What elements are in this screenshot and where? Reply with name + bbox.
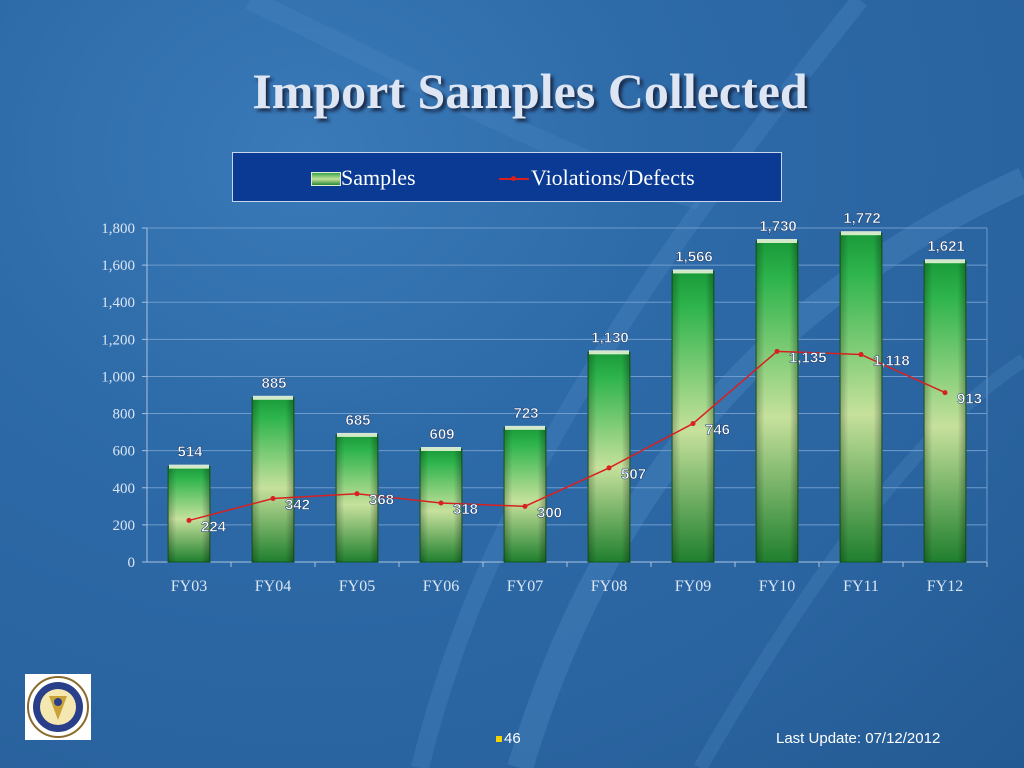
line-violations-point xyxy=(438,500,444,506)
x-tick-label: FY10 xyxy=(759,578,795,595)
bar-samples-cap xyxy=(337,432,377,437)
last-update-text: Last Update: 07/12/2012 xyxy=(776,730,941,747)
bar-value-label: 1,621 xyxy=(927,238,965,255)
legend-label-samples: Samples xyxy=(341,165,416,190)
line-violations-point xyxy=(858,352,864,358)
line-violations-point xyxy=(774,348,780,354)
bar-value-label: 1,772 xyxy=(843,210,881,227)
line-value-label: 368 xyxy=(369,492,394,509)
y-tick-label: 1,800 xyxy=(101,221,135,237)
bullet-icon xyxy=(496,736,502,743)
bar-value-label: 885 xyxy=(261,375,286,392)
bar-samples-cap xyxy=(673,269,713,274)
bar-value-label: 1,130 xyxy=(591,329,629,346)
chart-legend: Samples Violations/Defects xyxy=(232,152,782,202)
legend-swatch-violations xyxy=(499,176,529,181)
bar-samples-shade xyxy=(672,271,714,562)
x-tick-label: FY11 xyxy=(843,578,879,595)
line-violations-point xyxy=(354,491,360,497)
y-tick-label: 200 xyxy=(113,518,136,534)
line-value-label: 224 xyxy=(201,518,227,535)
x-tick-label: FY09 xyxy=(675,578,711,595)
x-tick-label: FY04 xyxy=(255,578,291,595)
y-tick-label: 400 xyxy=(113,481,136,497)
bar-samples-shade xyxy=(924,261,966,562)
x-tick-label: FY12 xyxy=(927,578,963,595)
x-tick-label: FY07 xyxy=(507,578,543,595)
slide-title: Import Samples Collected xyxy=(252,63,808,119)
line-value-label: 1,135 xyxy=(789,349,827,366)
cpsc-seal-logo xyxy=(25,674,91,740)
line-violations xyxy=(188,350,946,522)
line-violations-point xyxy=(522,503,528,509)
x-tick-label: FY05 xyxy=(339,578,375,595)
line-value-label: 342 xyxy=(285,497,310,514)
line-violations-point xyxy=(606,465,612,471)
slide-number: 46 xyxy=(496,730,521,747)
bar-value-label: 609 xyxy=(429,426,454,443)
line-value-label: 300 xyxy=(537,504,562,521)
bar-samples-cap xyxy=(505,425,545,430)
bar-samples-shade xyxy=(420,448,462,562)
line-violations-point xyxy=(186,517,192,523)
bar-samples-cap xyxy=(589,350,629,355)
x-tick-label: FY06 xyxy=(423,578,459,595)
line-violations-point xyxy=(942,390,948,396)
line-layer xyxy=(186,348,948,523)
bar-value-label: 723 xyxy=(513,405,538,422)
bar-samples-shade xyxy=(756,240,798,562)
line-value-label: 746 xyxy=(705,422,730,439)
bar-value-label: 514 xyxy=(177,444,203,461)
bar-samples-shade xyxy=(504,427,546,562)
line-value-label: 1,118 xyxy=(873,353,910,370)
bar-samples-cap xyxy=(421,446,461,451)
bar-samples-shade xyxy=(840,233,882,562)
y-tick-label: 0 xyxy=(128,555,136,571)
bar-layer xyxy=(167,231,967,563)
legend-swatch-samples xyxy=(311,172,341,186)
bar-samples-cap xyxy=(925,259,965,264)
line-violations-point xyxy=(270,496,276,502)
legend-label-violations: Violations/Defects xyxy=(531,165,695,190)
line-violations-point xyxy=(690,421,696,427)
slide-number-text: 46 xyxy=(504,730,521,747)
y-tick-label: 1,000 xyxy=(101,369,135,385)
bar-samples-cap xyxy=(841,231,881,236)
y-tick-label: 1,600 xyxy=(101,258,135,274)
x-tick-label: FY08 xyxy=(591,578,627,595)
bar-samples-shade xyxy=(168,466,210,562)
bar-samples-cap xyxy=(253,395,293,400)
bar-samples-shade xyxy=(336,434,378,562)
line-value-label: 913 xyxy=(957,391,982,408)
y-tick-label: 800 xyxy=(113,407,136,423)
line-value-label: 318 xyxy=(453,501,478,518)
y-tick-label: 600 xyxy=(113,444,136,460)
y-tick-label: 1,400 xyxy=(101,295,135,311)
bar-samples-cap xyxy=(169,464,209,469)
bar-samples-shade xyxy=(588,352,630,562)
x-tick-label: FY03 xyxy=(171,578,207,595)
bar-value-label: 1,730 xyxy=(759,218,797,235)
bar-value-label: 1,566 xyxy=(675,248,713,265)
y-tick-label: 1,200 xyxy=(101,332,135,348)
bar-samples-cap xyxy=(757,238,797,243)
bar-value-label: 685 xyxy=(345,412,370,429)
line-value-label: 507 xyxy=(621,466,646,483)
label-layer: 514 885 685 609 723 1,130 1,566 1,730 1,772 1,621… xyxy=(177,210,982,536)
bar-samples-shade xyxy=(252,397,294,562)
